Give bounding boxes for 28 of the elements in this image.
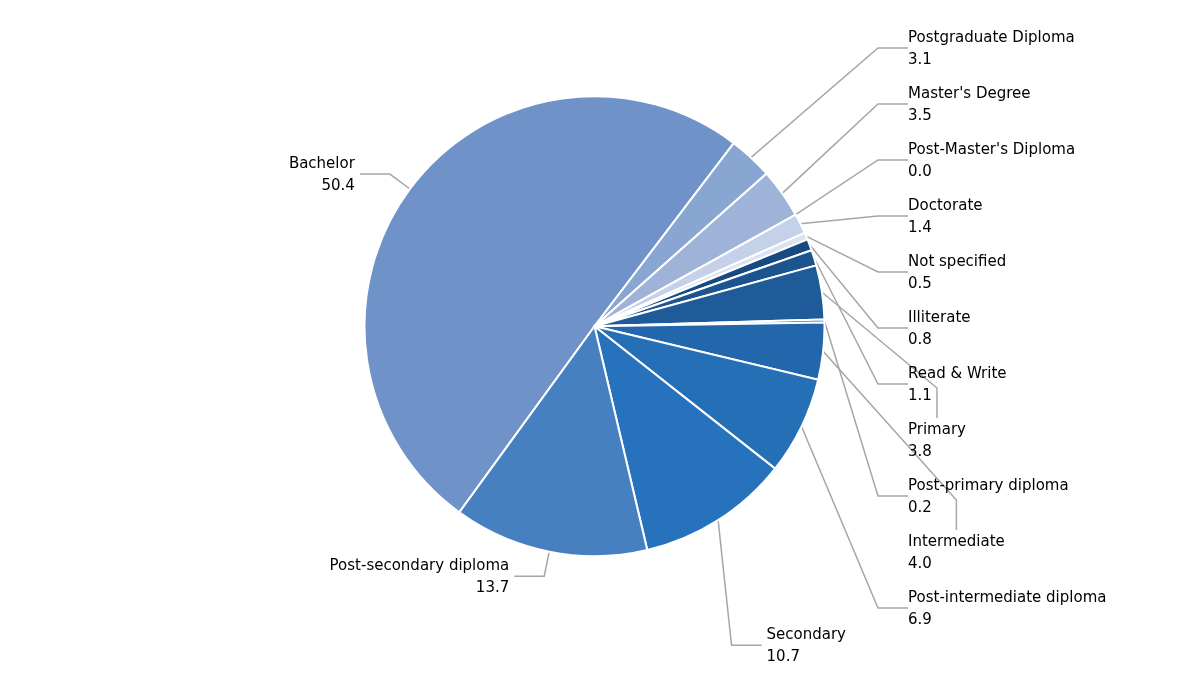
data-label: 0.5 xyxy=(908,274,932,292)
data-label: 10.7 xyxy=(766,647,800,666)
text: 0.0 xyxy=(908,162,932,180)
slice-label: Doctorate xyxy=(908,196,983,214)
data-label: 1.4 xyxy=(908,218,932,236)
slice-label: Bachelor xyxy=(288,154,356,173)
data-label: 3.8 xyxy=(908,442,932,460)
data-label: 50.4 xyxy=(321,176,355,195)
data-label: 3.5 xyxy=(908,106,932,124)
data-label: 3.1 xyxy=(908,50,932,68)
slice-label: Post-intermediate diploma xyxy=(908,588,1107,606)
slice-label: Post-secondary diploma xyxy=(329,556,510,575)
slice-label: Illiterate xyxy=(908,308,971,326)
slice-label: Primary xyxy=(908,420,967,438)
slice-label: Master's Degree xyxy=(908,84,1031,102)
slice-label: Intermediate xyxy=(908,532,1005,550)
data-label: 0.2 xyxy=(908,498,932,516)
slice-label: Read & Write xyxy=(908,364,1007,382)
data-label: 6.9 xyxy=(908,610,932,628)
data-label: 1.1 xyxy=(908,386,932,404)
slice-label: Not specified xyxy=(908,252,1007,270)
slice-label: Postgraduate Diploma xyxy=(908,28,1075,46)
data-label: 0.8 xyxy=(908,330,932,348)
data-label: 4.0 xyxy=(908,554,932,572)
slice-label: Post-primary diploma xyxy=(908,476,1069,494)
data-label: 13.7 xyxy=(475,578,510,597)
category-label: Post-Master's Diploma xyxy=(908,140,1076,158)
slice-label: Secondary xyxy=(766,625,847,644)
